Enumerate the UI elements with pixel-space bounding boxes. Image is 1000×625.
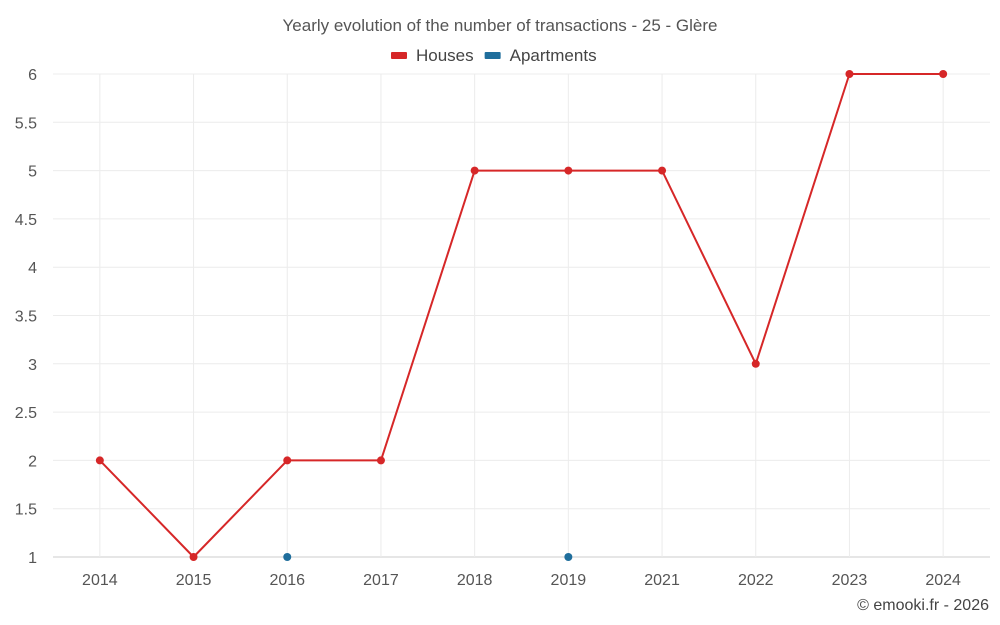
x-axis: 2014 2015 2016 2017 2018 2019 2021 2022 2023 2024 <box>82 572 961 589</box>
x-tick-label: 2021 <box>644 572 680 589</box>
x-tick-label: 2016 <box>269 572 305 589</box>
legend-label-apartments[interactable]: Apartments <box>510 46 597 65</box>
data-point-houses[interactable] <box>939 70 948 78</box>
y-tick-label: 2 <box>28 453 37 470</box>
data-point-houses[interactable] <box>564 166 573 175</box>
y-tick-label: 1 <box>28 550 37 567</box>
y-tick-label: 3 <box>28 357 37 374</box>
x-tick-label: 2017 <box>363 572 399 589</box>
chart-title: Yearly evolution of the number of transa… <box>283 16 718 35</box>
x-tick-label: 2023 <box>832 572 868 589</box>
x-tick-label: 2014 <box>82 572 118 589</box>
x-tick-label: 2015 <box>176 572 212 589</box>
x-tick-label: 2019 <box>551 572 587 589</box>
y-tick-label: 6 <box>28 67 37 84</box>
data-point-apartments[interactable] <box>283 553 292 561</box>
y-tick-label: 3.5 <box>15 309 37 326</box>
legend: Houses Apartments <box>391 46 597 65</box>
data-point-houses[interactable] <box>376 456 385 465</box>
y-tick-label: 5 <box>28 164 37 181</box>
y-axis: 1 1.5 2 2.5 3 3.5 4 4.5 5 5.5 6 <box>15 67 37 567</box>
data-point-houses[interactable] <box>751 359 760 368</box>
x-tick-label: 2022 <box>738 572 774 589</box>
y-tick-label: 5.5 <box>15 115 37 132</box>
data-point-houses[interactable] <box>658 166 667 175</box>
data-point-houses[interactable] <box>470 166 479 175</box>
x-tick-label: 2024 <box>925 572 961 589</box>
plot-area <box>95 70 948 561</box>
series-line-houses <box>99 73 944 558</box>
data-point-houses[interactable] <box>95 456 104 465</box>
legend-label-houses[interactable]: Houses <box>416 46 474 65</box>
y-tick-label: 4.5 <box>15 212 37 229</box>
credit-text: © emooki.fr - 2026 <box>857 597 989 614</box>
legend-swatch-apartments <box>484 52 501 59</box>
data-point-apartments[interactable] <box>564 553 573 561</box>
y-tick-label: 4 <box>28 260 37 277</box>
grid <box>53 73 990 558</box>
y-tick-label: 2.5 <box>15 405 37 422</box>
data-point-houses[interactable] <box>189 553 198 561</box>
x-tick-label: 2018 <box>457 572 493 589</box>
y-tick-label: 1.5 <box>15 502 37 519</box>
data-point-houses[interactable] <box>283 456 292 465</box>
data-point-houses[interactable] <box>845 70 854 78</box>
legend-swatch-houses <box>391 52 407 59</box>
